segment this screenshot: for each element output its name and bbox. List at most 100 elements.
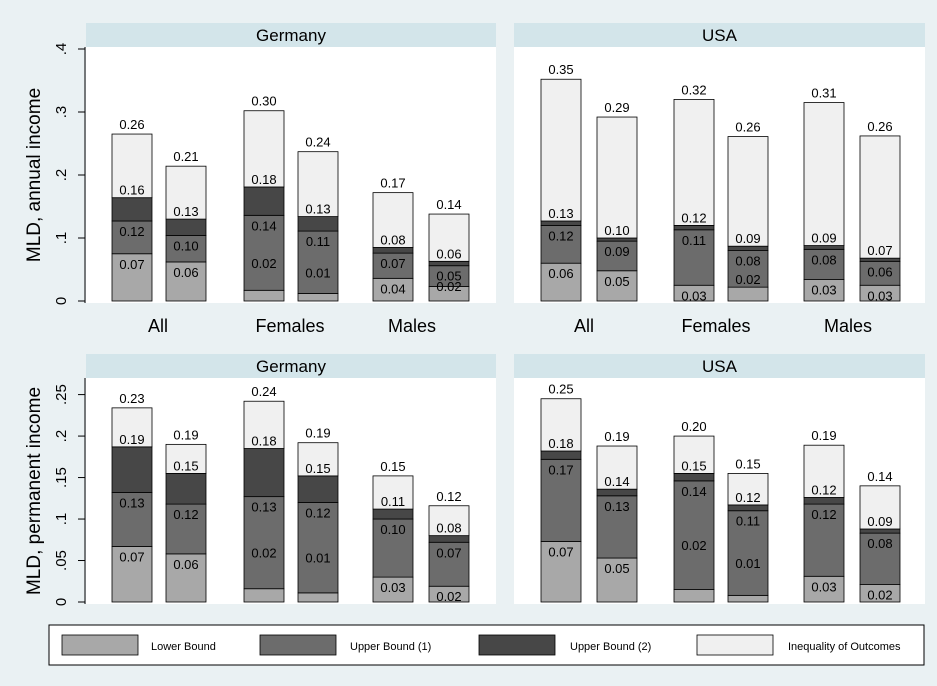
data-label: 0.21 <box>173 149 198 164</box>
bar-segment-upper-bound-2 <box>372 247 414 254</box>
bar-segment-upper-bound-1 <box>372 518 414 578</box>
data-label: 0.19 <box>305 426 330 441</box>
data-label: 0.35 <box>548 62 573 77</box>
legend-label: Lower Bound <box>151 641 216 653</box>
bar-segment-lower-bound <box>540 541 582 603</box>
data-label: 0.02 <box>681 538 706 553</box>
data-label: 0.12 <box>548 228 573 243</box>
data-label: 0.12 <box>436 489 461 504</box>
bar-segment-inequality-of-outcomes <box>297 442 339 477</box>
data-label: 0.06 <box>173 557 198 572</box>
bar-segment-lower-bound <box>727 286 769 302</box>
bar-segment-lower-bound <box>165 553 207 603</box>
data-label: 0.12 <box>305 505 330 520</box>
data-label: 0.15 <box>735 456 760 471</box>
data-label: 0.29 <box>604 100 629 115</box>
legend-key <box>696 634 774 656</box>
data-label: 0.06 <box>548 266 573 281</box>
data-label: 0.09 <box>811 231 836 246</box>
data-label: 0.11 <box>306 234 330 249</box>
bar-segment-upper-bound-2 <box>372 508 414 520</box>
bar-segment-lower-bound <box>243 289 285 302</box>
data-label: 0.24 <box>251 384 276 399</box>
bar-segment-upper-bound-1 <box>727 510 769 596</box>
data-label: 0.05 <box>604 274 629 289</box>
bar-segment-upper-bound-2 <box>243 448 285 498</box>
bar-segment-upper-bound-2 <box>596 237 638 242</box>
category-label: Males <box>388 316 436 336</box>
plot-area <box>86 378 496 604</box>
data-label: 0.03 <box>867 288 892 303</box>
data-label: 0.18 <box>548 436 573 451</box>
data-label: 0.14 <box>604 474 629 489</box>
data-label: 0.19 <box>811 428 836 443</box>
y-tick-label: .3 <box>53 106 70 119</box>
legend-label: Upper Bound (1) <box>350 641 431 653</box>
data-label: 0.26 <box>867 119 892 134</box>
bar-segment-inequality-of-outcomes <box>428 213 470 262</box>
bar-segment-upper-bound-2 <box>111 197 153 222</box>
category-label: All <box>574 316 594 336</box>
data-label: 0.19 <box>119 432 144 447</box>
y-tick-label: .25 <box>53 384 70 405</box>
data-label: 0.17 <box>380 176 405 191</box>
bar-segment-upper-bound-2 <box>673 224 715 231</box>
data-label: 0.03 <box>681 288 706 303</box>
bar-segment-upper-bound-2 <box>428 535 470 543</box>
bar-segment-upper-bound-2 <box>243 186 285 216</box>
bar-segment-inequality-of-outcomes <box>111 407 153 448</box>
data-label: 0.07 <box>436 545 461 560</box>
data-label: 0.12 <box>735 490 760 505</box>
data-label: 0.12 <box>119 224 144 239</box>
bar-segment-lower-bound <box>297 592 339 603</box>
data-label: 0.32 <box>681 82 706 97</box>
panel-title: USA <box>702 357 738 376</box>
bar-segment-inequality-of-outcomes <box>859 485 901 530</box>
data-label: 0.20 <box>681 419 706 434</box>
data-label: 0.03 <box>380 580 405 595</box>
bar-segment-inequality-of-outcomes <box>243 110 285 188</box>
data-label: 0.17 <box>548 462 573 477</box>
panel-title-strip <box>86 23 496 47</box>
category-label: Males <box>824 316 872 336</box>
bar-segment-inequality-of-outcomes <box>803 102 845 246</box>
bar-segment-inequality-of-outcomes <box>165 443 207 474</box>
bar-segment-inequality-of-outcomes <box>165 165 207 220</box>
bar-segment-inequality-of-outcomes <box>727 473 769 506</box>
plot-area <box>86 47 496 303</box>
data-label: 0.13 <box>305 202 330 217</box>
data-label: 0.13 <box>548 206 573 221</box>
bar-segment-inequality-of-outcomes <box>297 151 339 217</box>
data-label: 0.15 <box>305 461 330 476</box>
data-label: 0.01 <box>305 265 330 280</box>
data-label: 0.13 <box>173 204 198 219</box>
bar-segment-lower-bound <box>297 293 339 302</box>
bar-segment-inequality-of-outcomes <box>673 99 715 226</box>
y-tick-label: .2 <box>53 169 70 182</box>
bar-segment-upper-bound-1 <box>673 229 715 286</box>
bar-segment-upper-bound-2 <box>859 257 901 262</box>
bar-segment-inequality-of-outcomes <box>596 445 638 490</box>
data-label: 0.03 <box>811 579 836 594</box>
bar-segment-inequality-of-outcomes <box>859 135 901 259</box>
data-label: 0.15 <box>173 458 198 473</box>
bar-segment-lower-bound <box>596 557 638 603</box>
panel-title-strip <box>514 23 925 47</box>
y-tick-label: .1 <box>53 513 70 526</box>
data-label: 0.08 <box>735 254 760 269</box>
bar-segment-upper-bound-2 <box>297 475 339 503</box>
bar-segment-upper-bound-2 <box>803 245 845 250</box>
category-label: All <box>148 316 168 336</box>
data-label: 0.26 <box>735 120 760 135</box>
bar-segment-lower-bound <box>727 594 769 603</box>
bar-segment-inequality-of-outcomes <box>727 136 769 247</box>
y-tick-label: .15 <box>53 467 70 488</box>
data-label: 0.02 <box>251 546 276 561</box>
data-label: 0.12 <box>173 507 198 522</box>
y-tick-label: .4 <box>53 43 70 56</box>
data-label: 0.07 <box>119 257 144 272</box>
data-label: 0.10 <box>173 238 198 253</box>
bar-segment-upper-bound-1 <box>540 224 582 264</box>
bar-segment-upper-bound-1 <box>165 235 207 263</box>
bar-segment-upper-bound-1 <box>243 496 285 590</box>
